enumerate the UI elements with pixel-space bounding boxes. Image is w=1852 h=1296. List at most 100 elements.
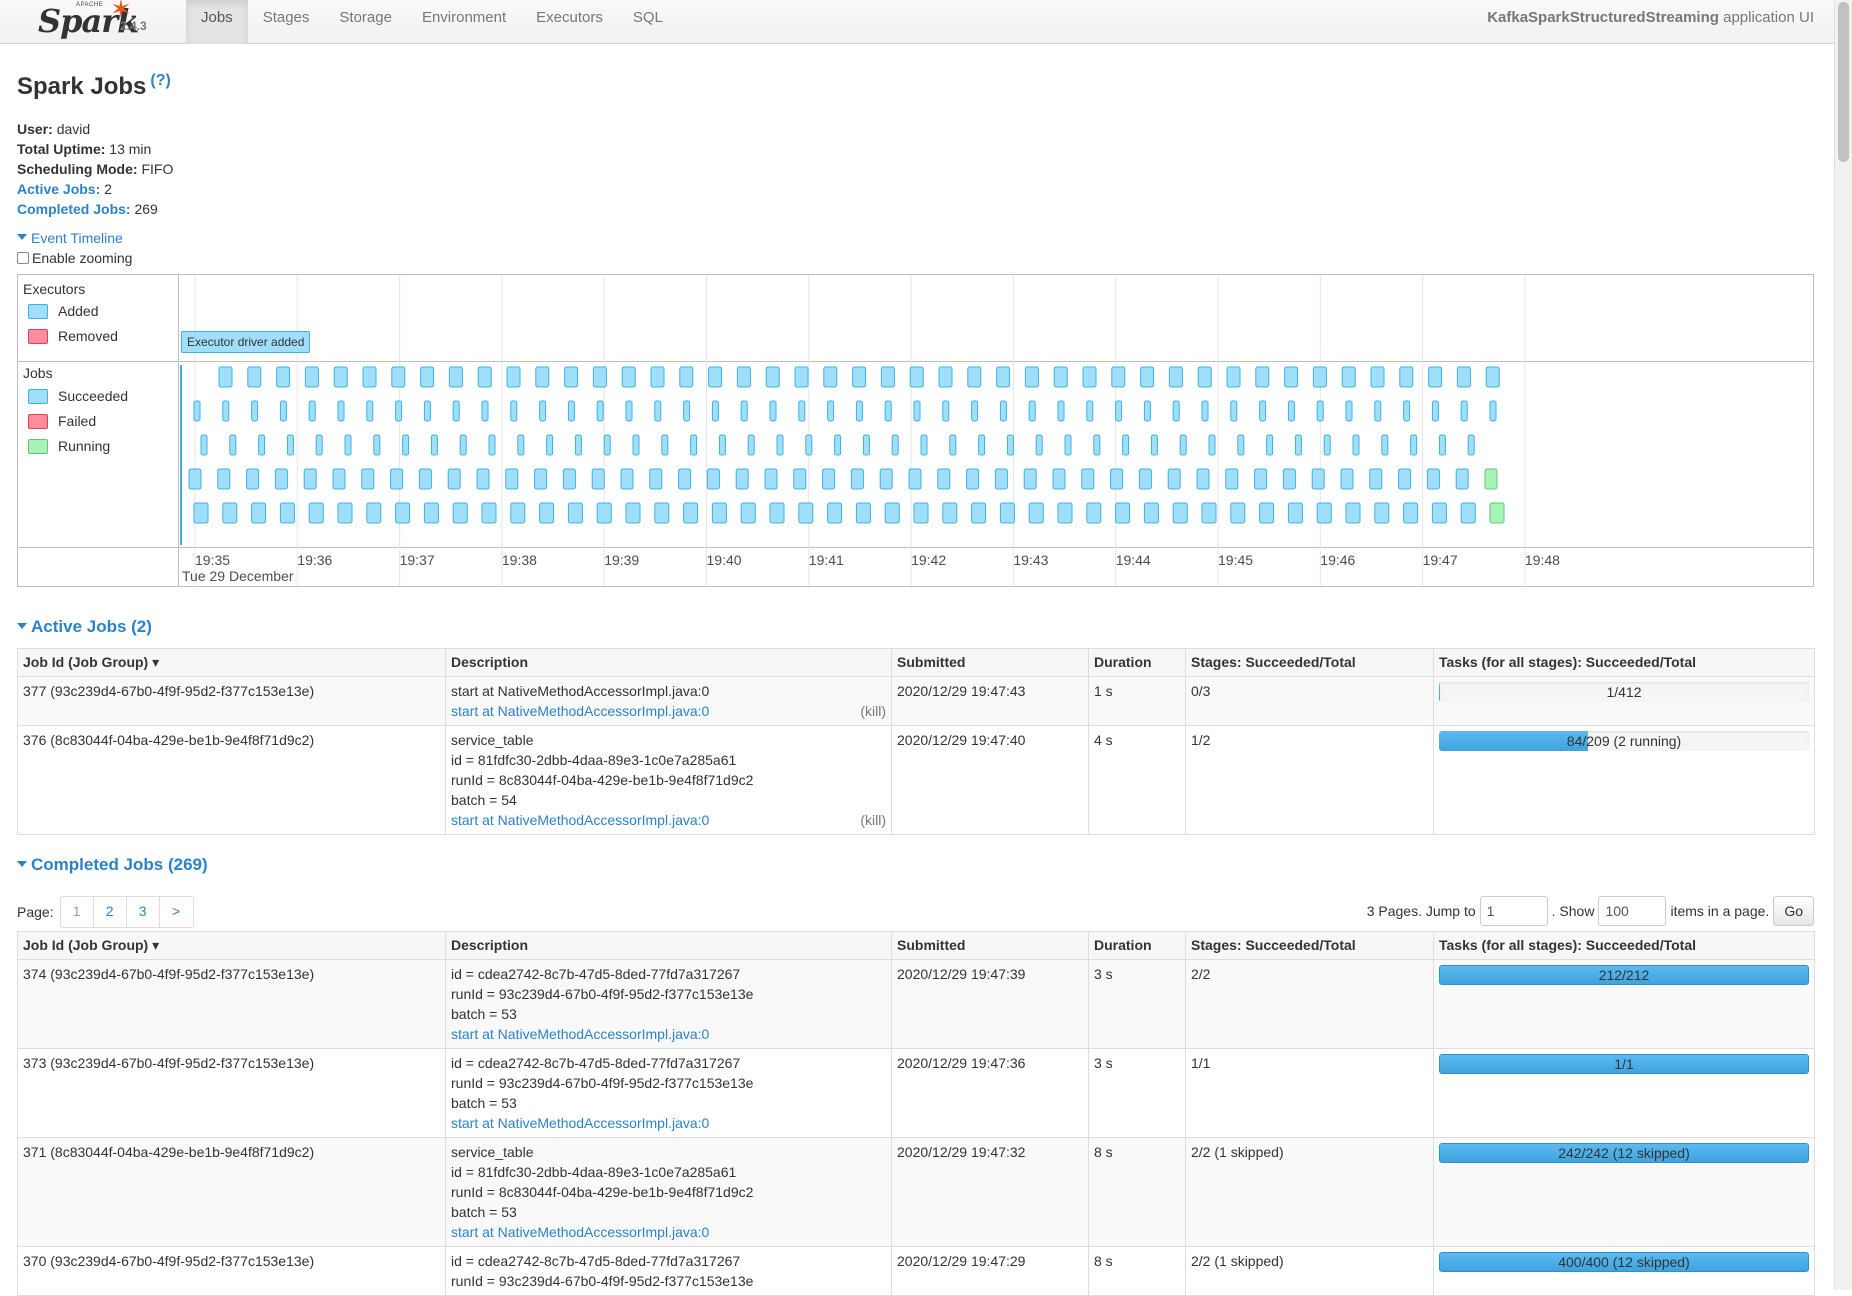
spark-logo[interactable]: Spark APACHE ✶ 2.4.3 [36,0,176,44]
column-header[interactable]: Job Id (Job Group) ▾ [17,931,446,960]
succeeded-job-event[interactable] [517,434,525,456]
succeeded-job-event[interactable] [1456,366,1471,388]
succeeded-job-event[interactable] [481,502,497,524]
succeeded-job-event[interactable] [1064,434,1072,456]
help-link[interactable]: (?) [150,72,171,89]
succeeded-job-event[interactable] [1438,434,1446,456]
succeeded-job-event[interactable] [534,468,548,490]
succeeded-job-event[interactable] [798,502,814,524]
active-jobs-link[interactable]: Active Jobs: [17,181,100,197]
succeeded-job-event[interactable] [402,434,410,456]
tab-stages[interactable]: Stages [262,9,310,26]
succeeded-job-event[interactable] [1208,434,1216,456]
succeeded-job-event[interactable] [690,434,698,456]
succeeded-job-event[interactable] [994,468,1008,490]
succeeded-job-event[interactable] [390,468,404,490]
succeeded-job-event[interactable] [1399,366,1414,388]
succeeded-job-event[interactable] [678,468,692,490]
succeeded-job-event[interactable] [920,434,928,456]
succeeded-job-event[interactable] [1316,400,1324,422]
succeeded-job-event[interactable] [344,434,352,456]
succeeded-job-event[interactable] [366,502,382,524]
succeeded-job-event[interactable] [913,502,929,524]
succeeded-job-event[interactable] [546,434,554,456]
succeeded-job-event[interactable] [798,400,806,422]
succeeded-job-event[interactable] [1086,502,1102,524]
succeeded-job-event[interactable] [966,468,980,490]
succeeded-job-event[interactable] [937,468,951,490]
succeeded-job-event[interactable] [999,400,1007,422]
succeeded-job-event[interactable] [539,502,555,524]
succeeded-job-event[interactable] [661,434,669,456]
succeeded-job-event[interactable] [852,366,867,388]
succeeded-job-event[interactable] [1111,366,1126,388]
succeeded-job-event[interactable] [827,502,843,524]
succeeded-job-event[interactable] [420,366,435,388]
succeeded-job-event[interactable] [279,400,287,422]
succeeded-job-event[interactable] [1294,434,1302,456]
succeeded-job-event[interactable] [1467,434,1475,456]
succeeded-job-event[interactable] [850,468,864,490]
succeeded-job-event[interactable] [823,366,838,388]
succeeded-job-event[interactable] [999,502,1015,524]
succeeded-job-event[interactable] [1028,502,1044,524]
job-description-link[interactable]: start at NativeMethodAccessorImpl.java:0 [451,812,710,828]
succeeded-job-event[interactable] [274,468,288,490]
running-job-event[interactable] [1484,468,1498,490]
succeeded-job-event[interactable] [971,502,987,524]
succeeded-job-event[interactable] [1403,502,1419,524]
column-header[interactable]: Description [445,931,892,960]
succeeded-job-event[interactable] [315,434,323,456]
succeeded-job-event[interactable] [592,366,607,388]
succeeded-job-event[interactable] [971,400,979,422]
succeeded-job-event[interactable] [1035,434,1043,456]
succeeded-job-event[interactable] [879,468,893,490]
succeeded-job-event[interactable] [1431,502,1447,524]
succeeded-job-event[interactable] [769,502,785,524]
succeeded-job-event[interactable] [1460,502,1476,524]
succeeded-job-event[interactable] [308,400,316,422]
succeeded-job-event[interactable] [1284,366,1299,388]
succeeded-job-event[interactable] [1403,400,1411,422]
succeeded-job-event[interactable] [736,366,751,388]
page-link-next[interactable]: > [172,903,181,919]
succeeded-job-event[interactable] [1140,366,1155,388]
succeeded-job-event[interactable] [1259,400,1267,422]
job-description-link[interactable]: start at NativeMethodAccessorImpl.java:0 [451,1115,710,1131]
succeeded-job-event[interactable] [1341,366,1356,388]
job-description-link[interactable]: start at NativeMethodAccessorImpl.java:0 [451,1026,710,1042]
succeeded-job-event[interactable] [217,468,231,490]
succeeded-job-event[interactable] [793,468,807,490]
succeeded-job-event[interactable] [794,366,809,388]
succeeded-job-event[interactable] [942,400,950,422]
job-id-cell[interactable]: 376 (8c83044f-04ba-429e-be1b-9e4f8f71d9c… [17,725,446,835]
succeeded-job-event[interactable] [949,434,957,456]
running-job-event[interactable] [1489,502,1505,524]
succeeded-job-event[interactable] [1381,434,1389,456]
succeeded-job-event[interactable] [1150,434,1158,456]
succeeded-job-event[interactable] [1143,400,1151,422]
succeeded-job-event[interactable] [1340,468,1354,490]
succeeded-job-event[interactable] [1287,400,1295,422]
succeeded-job-event[interactable] [620,468,634,490]
succeeded-job-event[interactable] [1345,502,1361,524]
succeeded-job-event[interactable] [229,434,237,456]
tab-storage[interactable]: Storage [339,9,392,26]
succeeded-job-event[interactable] [452,400,460,422]
succeeded-job-event[interactable] [423,502,439,524]
succeeded-job-event[interactable] [1230,400,1238,422]
succeeded-job-event[interactable] [650,366,665,388]
succeeded-job-event[interactable] [978,434,986,456]
succeeded-job-event[interactable] [1006,434,1014,456]
succeeded-job-event[interactable] [430,434,438,456]
succeeded-job-event[interactable] [193,400,201,422]
page-link-2[interactable]: 2 [94,897,127,927]
vertical-scrollbar[interactable] [1834,0,1852,1290]
column-header[interactable]: Stages: Succeeded/Total [1185,931,1434,960]
succeeded-job-event[interactable] [418,468,432,490]
tab-executors[interactable]: Executors [536,9,603,26]
jump-to-page-input[interactable]: 1 [1479,896,1548,926]
go-button[interactable]: Go [1773,896,1814,926]
succeeded-job-event[interactable] [1172,502,1188,524]
succeeded-job-event[interactable] [632,434,640,456]
